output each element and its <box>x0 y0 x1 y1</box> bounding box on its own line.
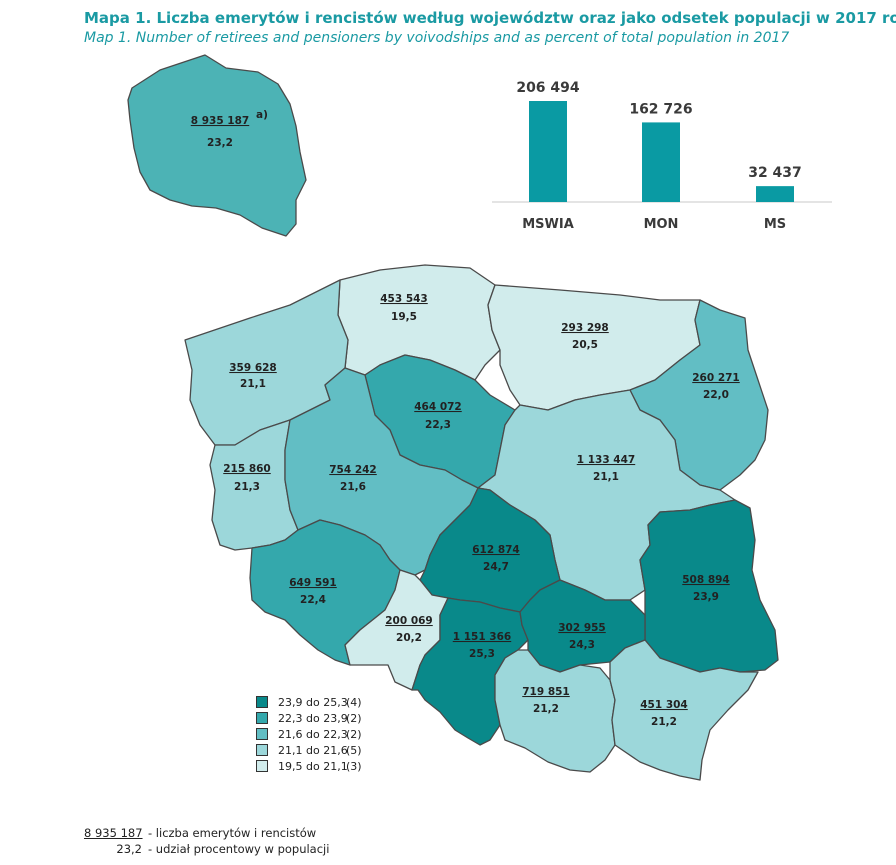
label-wielkopolskie: 754 242 21,6 <box>329 464 377 493</box>
footnote-count-row: 8 935 187 - liczba emerytów i rencistów <box>84 825 329 841</box>
inset-note: a) <box>256 109 268 121</box>
region-count: 612 874 <box>472 544 520 556</box>
region-count: 719 851 <box>522 686 570 698</box>
bar-value-label: 206 494 <box>516 80 580 96</box>
footnote-pct-desc: - udział procentowy w populacji <box>148 842 330 856</box>
legend-swatch <box>256 760 268 772</box>
region-pct: 22,0 <box>703 389 729 401</box>
label-slaskie: 1 151 366 25,3 <box>453 631 511 660</box>
region-pct: 21,1 <box>240 378 266 390</box>
region-count: 464 072 <box>414 401 462 413</box>
legend-range: 19,5 do 21,1 <box>278 759 348 773</box>
legend-item: 19,5 do 21,1 (3) <box>256 758 362 774</box>
region-count: 260 271 <box>692 372 740 384</box>
region-pct: 22,3 <box>425 419 451 431</box>
legend-count: (3) <box>346 759 362 773</box>
legend-count: (5) <box>346 743 362 757</box>
legend-item: 23,9 do 25,3 (4) <box>256 694 362 710</box>
label-mazowieckie: 1 133 447 21,1 <box>577 454 635 483</box>
legend-count: (2) <box>346 711 362 725</box>
region-pct: 22,4 <box>300 594 326 606</box>
region-pct: 21,1 <box>593 471 619 483</box>
label-warminsko-mazurskie: 293 298 20,5 <box>561 322 609 351</box>
bar-mon <box>642 122 680 202</box>
region-pct: 20,2 <box>396 632 422 644</box>
legend-item: 21,1 do 21,6 (5) <box>256 742 362 758</box>
region-pct: 21,2 <box>651 716 677 728</box>
label-pomorskie: 453 543 19,5 <box>380 293 428 323</box>
poland-inset-shape <box>127 54 307 237</box>
footnote-pct-row: 23,2 - udział procentowy w populacji <box>84 841 329 857</box>
legend-item: 21,6 do 22,3 (2) <box>256 726 362 742</box>
bar-chart: 206 494 MSWIA 162 726 MON 32 437 MS <box>492 80 832 232</box>
inset-count: 8 935 187 <box>191 115 249 127</box>
legend-swatch <box>256 712 268 724</box>
legend-count: (2) <box>346 727 362 741</box>
bar-value-label: 32 437 <box>748 165 802 181</box>
region-pct: 21,2 <box>533 703 559 715</box>
footnote-count-desc: - liczba emerytów i rencistów <box>148 826 317 840</box>
region-count: 451 304 <box>640 699 688 711</box>
voivodship-map <box>184 264 779 781</box>
region-pct: 24,7 <box>483 561 509 573</box>
label-podkarpackie: 451 304 21,2 <box>640 699 688 728</box>
label-swietokrzyskie: 302 955 24,3 <box>558 622 606 651</box>
label-zachodniopomorskie: 359 628 21,1 <box>229 362 277 390</box>
label-lubelskie: 508 894 23,9 <box>682 574 730 603</box>
label-podlaskie: 260 271 22,0 <box>692 372 740 401</box>
label-opolskie: 200 069 20,2 <box>385 615 433 644</box>
bar-category-label: MON <box>644 217 679 232</box>
legend-range: 22,3 do 23,9 <box>278 711 348 725</box>
legend-range: 23,9 do 25,3 <box>278 695 348 709</box>
bar-mswia <box>529 101 567 202</box>
region-podkarpackie <box>609 639 759 781</box>
region-pct: 21,3 <box>234 481 260 493</box>
region-count: 508 894 <box>682 574 730 586</box>
footnote-count-example: 8 935 187 <box>84 826 143 840</box>
label-dolnoslaskie: 649 591 22,4 <box>289 577 337 606</box>
region-lubelskie <box>639 499 779 673</box>
region-pct: 19,5 <box>391 311 417 323</box>
region-pct: 20,5 <box>572 339 598 351</box>
region-count: 215 860 <box>223 463 271 475</box>
region-pct: 25,3 <box>469 648 495 660</box>
footnote: 8 935 187 - liczba emerytów i rencistów 2… <box>84 825 329 857</box>
region-count: 293 298 <box>561 322 609 334</box>
inset-pct: 23,2 <box>207 137 233 149</box>
map-title-pl: Mapa 1. Liczba emerytów i rencistów wedł… <box>84 9 896 27</box>
label-lodzkie: 612 874 24,7 <box>472 544 520 573</box>
footnote-pct-example: 23,2 <box>116 842 142 856</box>
label-lubuskie: 215 860 21,3 <box>223 463 271 493</box>
bar-ms <box>756 186 794 202</box>
region-pct: 23,9 <box>693 591 719 603</box>
legend-item: 22,3 do 23,9 (2) <box>256 710 362 726</box>
region-count: 453 543 <box>380 293 428 305</box>
legend-range: 21,1 do 21,6 <box>278 743 348 757</box>
region-pct: 24,3 <box>569 639 595 651</box>
region-count: 649 591 <box>289 577 337 589</box>
region-count: 1 151 366 <box>453 631 511 643</box>
region-count: 200 069 <box>385 615 433 627</box>
map-legend: 23,9 do 25,3 (4) 22,3 do 23,9 (2) 21,6 do … <box>256 694 362 774</box>
label-kujawsko-pomorskie: 464 072 22,3 <box>414 401 462 431</box>
region-count: 359 628 <box>229 362 277 374</box>
label-malopolskie: 719 851 21,2 <box>522 686 570 715</box>
legend-count: (4) <box>346 695 362 709</box>
map-title-en: Map 1. Number of retirees and pensioners… <box>84 30 790 46</box>
legend-range: 21,6 do 22,3 <box>278 727 348 741</box>
legend-swatch <box>256 744 268 756</box>
bar-category-label: MSWIA <box>522 217 574 232</box>
legend-swatch <box>256 696 268 708</box>
region-count: 302 955 <box>558 622 606 634</box>
poland-inset: 8 935 187 a) 23,2 <box>127 54 307 237</box>
legend-swatch <box>256 728 268 740</box>
region-labels: 453 543 19,5 293 298 20,5 359 628 21,1 464 … <box>223 293 740 728</box>
region-pct: 21,6 <box>340 481 366 493</box>
bar-category-label: MS <box>764 217 786 232</box>
region-count: 1 133 447 <box>577 454 635 466</box>
region-count: 754 242 <box>329 464 377 476</box>
bar-value-label: 162 726 <box>629 101 692 117</box>
